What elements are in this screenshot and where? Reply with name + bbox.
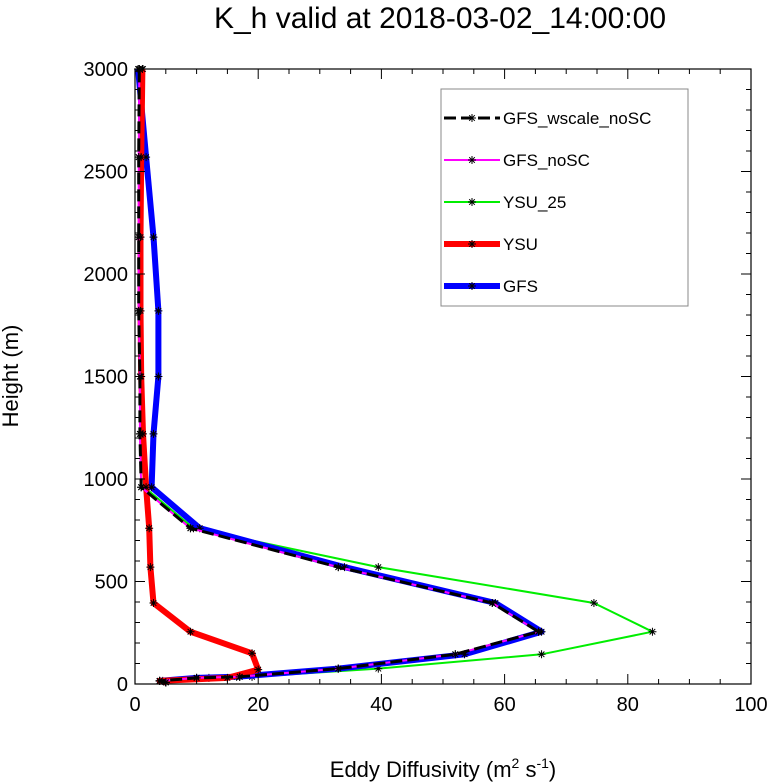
x-unit-m: m [493,757,511,782]
data-point-gfs [149,233,158,242]
legend-label-gfs-wscale-nosc: GFS_wscale_noSC [503,109,651,128]
data-point-gfs-wscale-nosc [488,599,497,608]
data-point-gfs-wscale-nosc [451,650,460,659]
legend-marker-ysu-25 [468,198,476,206]
data-point-ysu [142,483,151,492]
y-tick-label: 1000 [84,469,129,491]
data-point-gfs-wscale-nosc [134,153,143,162]
data-point-gfs [460,650,469,659]
x-tick-label: 60 [493,694,515,716]
data-point-gfs [147,483,156,492]
data-point-ysu [149,599,158,608]
x-unit-s: s [519,757,536,782]
y-tick-label: 3000 [84,59,129,81]
data-point-ysu [254,665,263,674]
y-tick-label: 2500 [84,162,129,184]
data-point-gfs-wscale-nosc [192,673,201,682]
data-point-gfs-wscale-nosc [134,306,143,315]
x-unit-s-exp: -1 [536,755,549,771]
data-point-gfs-wscale-nosc [334,664,343,673]
legend-marker-gfs-wscale-nosc [468,114,476,122]
data-point-gfs [149,429,158,438]
legend-marker-gfs-nosc [468,156,476,164]
data-point-gfs-wscale-nosc [137,483,146,492]
legend-label-ysu: YSU [503,235,538,254]
data-point-ysu-25 [648,627,657,636]
legend-box [440,88,689,307]
y-tick-label: 0 [117,674,128,696]
data-point-gfs [195,524,204,533]
data-point-ysu [146,563,155,572]
x-axis-label: Eddy Diffusivity (m2 s-1) [330,755,556,782]
y-tick-label: 500 [95,572,128,594]
data-point-gfs-wscale-nosc [534,627,543,636]
legend-label-gfs-nosc: GFS_noSC [503,151,590,170]
data-point-ysu-25 [537,650,546,659]
data-point-gfs-wscale-nosc [235,672,244,681]
chart-title: K_h valid at 2018-03-02_14:00:00 [214,2,666,35]
legend-item-gfs: GFS [444,277,538,296]
data-point-ysu [145,524,154,533]
x-tick-label: 20 [247,694,269,716]
x-tick-label: 0 [129,694,140,716]
data-point-ysu-25 [589,599,598,608]
x-tick-label: 80 [617,694,639,716]
legend-item-gfs-nosc: GFS_noSC [444,151,590,170]
data-point-ysu-25 [374,664,383,673]
legend-marker-ysu [468,240,476,248]
data-point-gfs-wscale-nosc [155,676,164,685]
legend-item-ysu-25: YSU_25 [444,193,566,212]
x-tick-label: 40 [370,694,392,716]
data-point-gfs [142,153,151,162]
data-point-ysu [248,649,257,658]
data-point-gfs-wscale-nosc [135,429,144,438]
y-tick-label: 1500 [84,367,129,389]
legend: GFS_wscale_noSC GFS_noSC YSU_25 YSU GFS [440,88,689,307]
x-axis-label-text: Eddy Diffusivity [330,757,480,782]
legend-label-ysu-25: YSU_25 [503,193,566,212]
legend-item-gfs-wscale-nosc: GFS_wscale_noSC [444,109,651,128]
data-point-gfs [154,372,163,381]
data-point-gfs-wscale-nosc [134,233,143,242]
data-point-gfs-wscale-nosc [334,563,343,572]
data-point-gfs [154,306,163,315]
legend-label-gfs: GFS [503,277,538,296]
series-ysu [136,65,263,687]
legend-item-ysu: YSU [444,235,538,254]
data-point-gfs-wscale-nosc [186,524,195,533]
y-tick-label: 2000 [84,264,129,286]
x-unit-m-exp: 2 [512,755,520,771]
y-axis-label: Height (m) [0,325,23,428]
data-point-ysu-25 [374,563,383,572]
legend-marker-gfs [468,282,476,290]
x-tick-label: 100 [734,694,767,716]
data-point-ysu [186,627,195,636]
